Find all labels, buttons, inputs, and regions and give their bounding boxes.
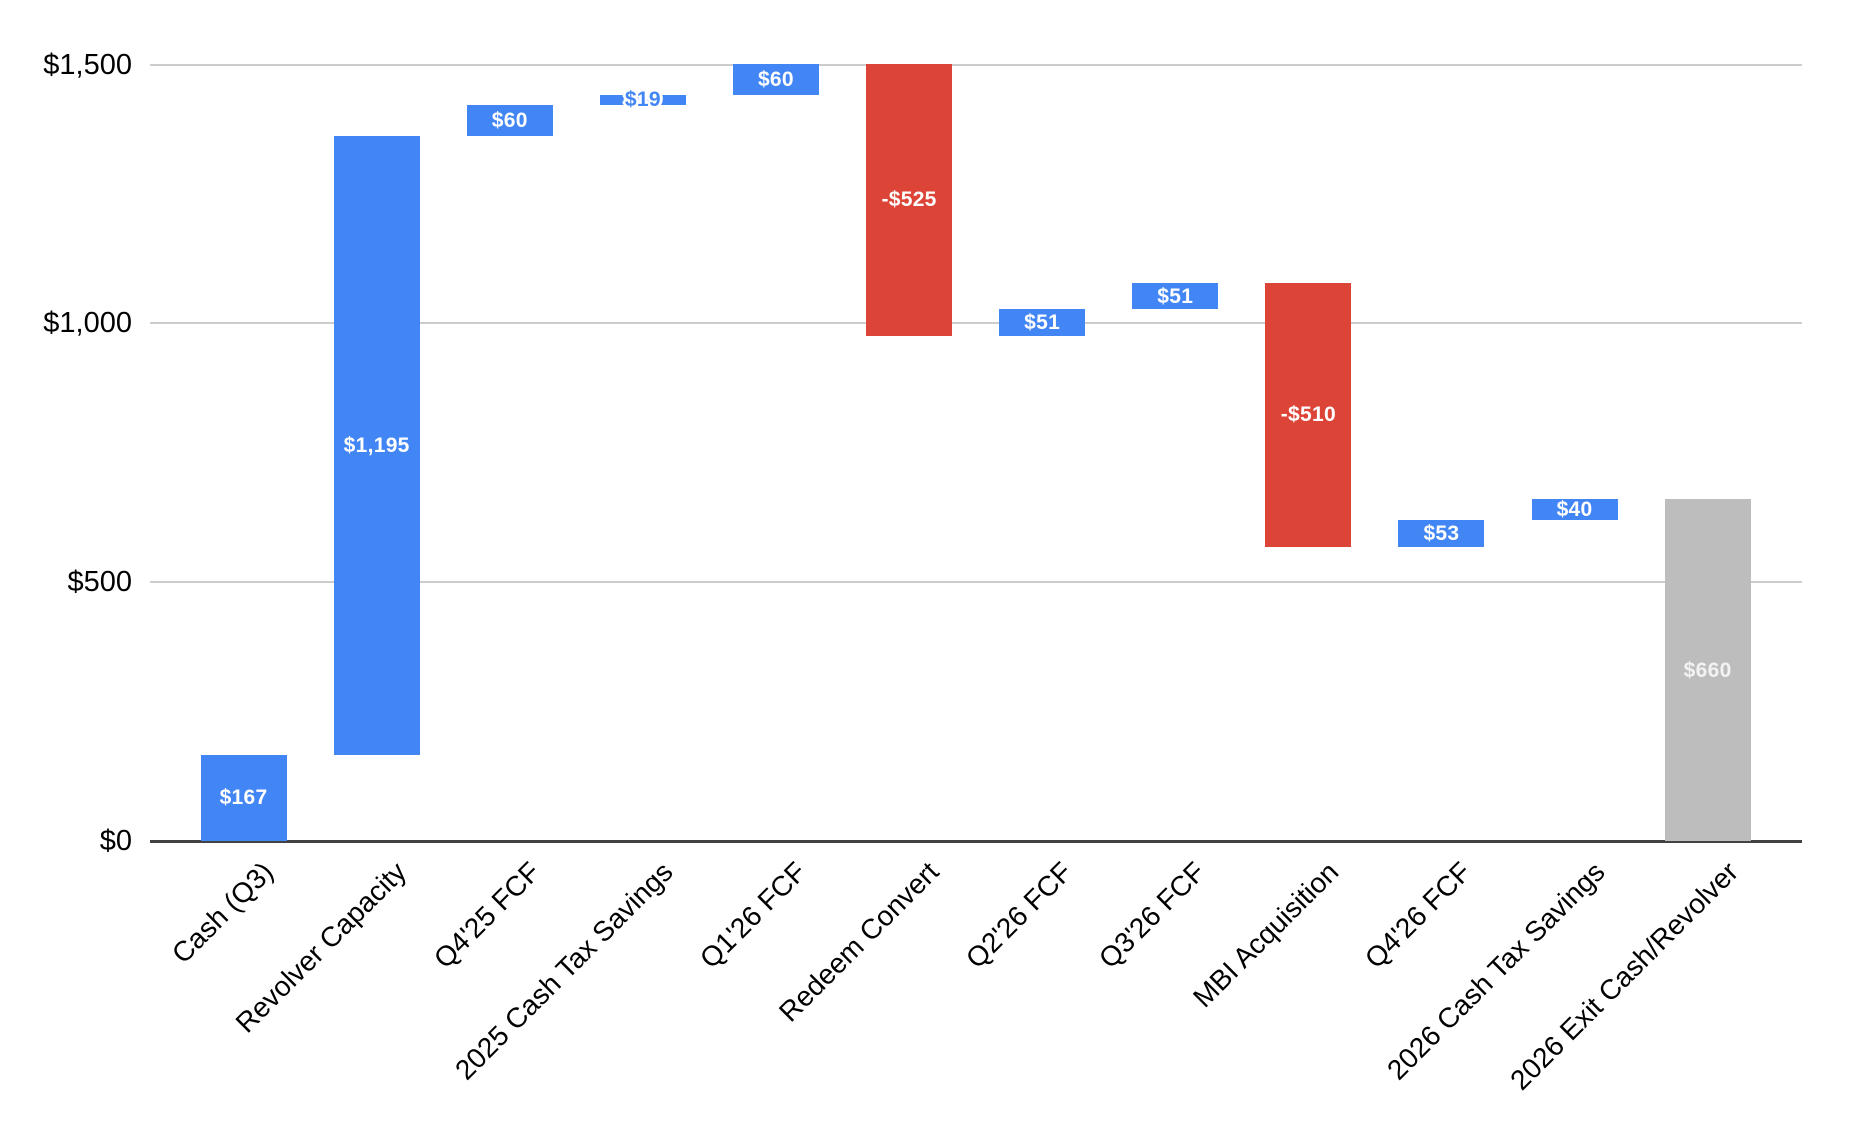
bar-value-label: $51 [1157, 284, 1194, 308]
x-axis-category-label: Q3'26 FCF [1093, 856, 1212, 975]
bar-mbi-acquisition: -$510 [1265, 282, 1352, 547]
bar-q4-26-fcf: $53 [1398, 519, 1485, 547]
y-axis-tick-label: $0 [99, 825, 132, 857]
bar-value-label: -$510 [1280, 403, 1336, 427]
y-axis-tick-label: $1,000 [43, 307, 132, 340]
bar-2026-exit-cash-revolver: $660 [1664, 499, 1751, 841]
x-axis-category-label: 2025 Cash Tax Savings [449, 856, 679, 1086]
y-gridline-1000 [150, 322, 1802, 325]
bar-value-label: $51 [1024, 311, 1061, 335]
x-axis-baseline [150, 840, 1802, 843]
bar-value-label: $660 [1683, 658, 1732, 682]
bar-value-label: $40 [1556, 497, 1593, 521]
y-axis-tick-label: $1,500 [43, 48, 132, 81]
x-axis-category-label: MBI Acquisition [1187, 856, 1345, 1014]
bar-value-label: $1,195 [343, 433, 410, 457]
bar-value-label: $53 [1423, 521, 1460, 545]
bar-revolver-capacity: $1,195 [333, 135, 420, 755]
bar-q3-26-fcf: $51 [1132, 282, 1219, 310]
bar-value-label: $19 [624, 88, 661, 112]
bar-cash-q3: $167 [200, 754, 287, 841]
bar-q1-26-fcf: $60 [732, 63, 819, 96]
x-axis-category-label: Q2'26 FCF [959, 856, 1079, 975]
x-axis-category-label: Cash (Q3) [166, 856, 280, 970]
bar-2026-cash-tax-savings: $40 [1531, 497, 1618, 521]
x-axis-category-label: 2026 Cash Tax Savings [1380, 856, 1611, 1086]
x-axis-category-label: Q4'25 FCF [427, 856, 546, 975]
bar-2025-cash-tax-savings: $19 [599, 89, 686, 110]
y-gridline-1500 [150, 63, 1802, 66]
x-axis-category-label: 2026 Exit Cash/Revolver [1503, 856, 1744, 1096]
bar-q4-25-fcf: $60 [466, 104, 553, 136]
x-axis-category-label: Q1'26 FCF [693, 856, 812, 975]
y-gridline-500 [150, 581, 1802, 584]
y-axis-tick-label: $500 [67, 566, 132, 599]
bar-value-label: -$525 [881, 188, 937, 212]
bar-value-label: $60 [491, 108, 528, 132]
bar-value-label: $167 [219, 786, 268, 810]
bar-q2-26-fcf: $51 [999, 309, 1086, 336]
bar-redeem-convert: -$525 [866, 63, 953, 336]
bar-value-label: $60 [757, 67, 794, 91]
x-axis-category-label: Q4'26 FCF [1359, 856, 1478, 975]
